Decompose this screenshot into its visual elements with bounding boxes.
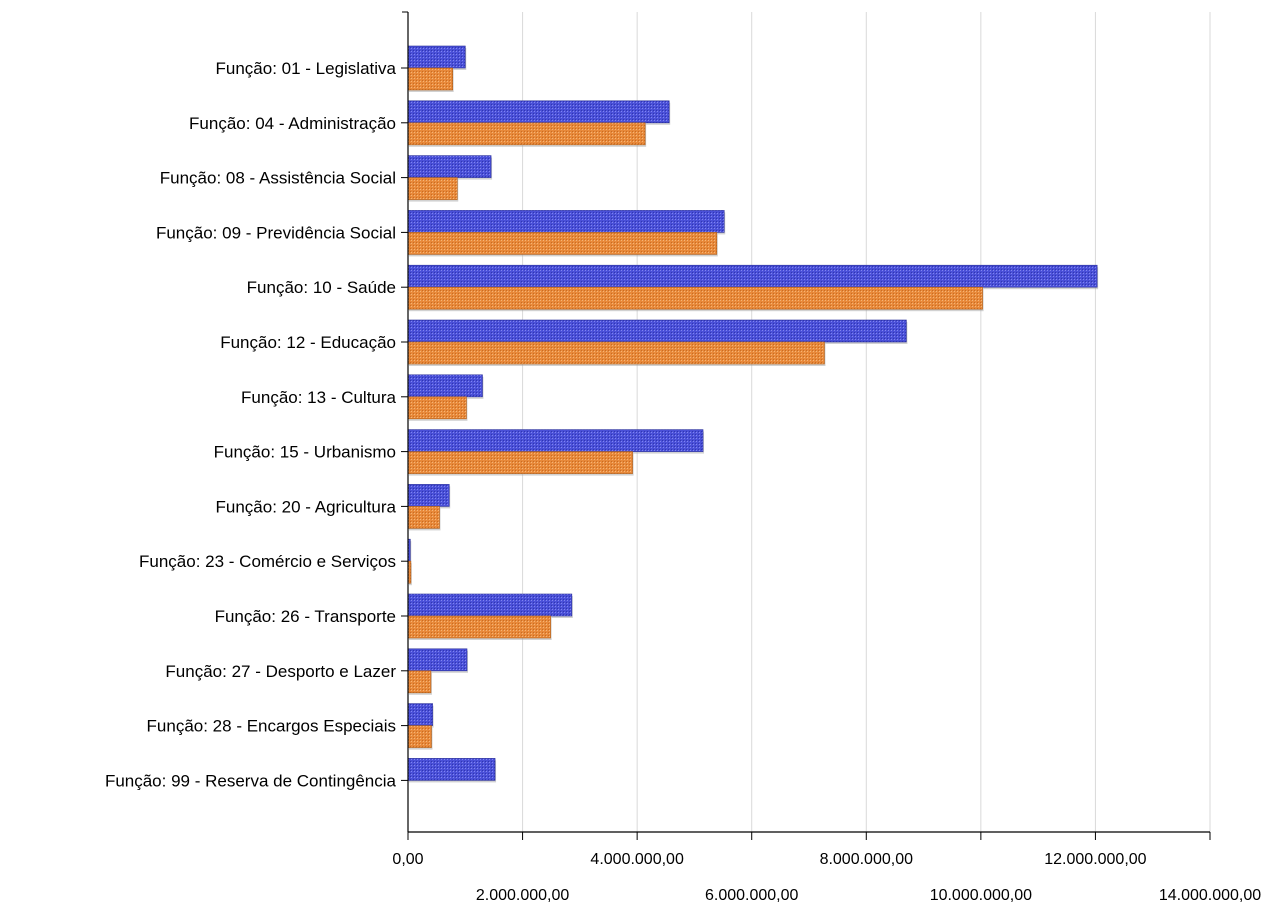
x-tick-label: 12.000.000,00 (1044, 851, 1146, 868)
x-tick-label: 6.000.000,00 (705, 887, 799, 904)
category-label: Função: 04 - Administração (189, 114, 396, 133)
bar-series1 (407, 264, 1098, 288)
x-tick-label: 2.000.000,00 (476, 887, 570, 904)
category-label: Função: 12 - Educação (220, 333, 396, 352)
category-label: Função: 10 - Saúde (247, 278, 396, 297)
x-tick-label: 4.000.000,00 (590, 851, 684, 868)
x-tick-label: 8.000.000,00 (820, 851, 914, 868)
category-label: Função: 28 - Encargos Especiais (147, 717, 396, 736)
gridlines (522, 12, 1211, 832)
bar-series2 (407, 396, 467, 420)
category-labels: Função: 01 - Legislativa Função: 04 - Adm… (105, 59, 397, 790)
bar-series2 (407, 725, 432, 748)
bars (407, 45, 1099, 783)
bar-series1 (407, 374, 483, 398)
category-label: Função: 15 - Urbanismo (214, 443, 396, 462)
bar-series2 (407, 451, 633, 474)
bar-series1 (407, 593, 573, 617)
category-label: Função: 13 - Cultura (241, 388, 397, 407)
bar-series1 (407, 45, 466, 69)
bar-series1 (407, 429, 704, 452)
category-label: Função: 20 - Agricultura (216, 497, 397, 516)
bar-series2 (407, 506, 440, 529)
axes (401, 11, 1211, 840)
bar-series2 (407, 232, 718, 255)
x-tick-labels: 0,00 2.000.000,00 4.000.000,00 6.000.000,00… (392, 851, 1261, 904)
bar-series2 (407, 670, 432, 694)
bar-series1 (407, 703, 433, 726)
bar-series2 (407, 341, 825, 365)
category-label: Função: 08 - Assistência Social (160, 169, 396, 188)
bar-series1 (407, 100, 670, 124)
category-label: Função: 01 - Legislativa (216, 59, 397, 78)
bar-series1 (407, 758, 496, 781)
bar-series1 (407, 155, 492, 178)
category-label: Função: 26 - Transporte (215, 607, 396, 626)
bar-series2 (407, 286, 983, 310)
bar-series2 (407, 67, 453, 91)
category-label: Função: 23 - Comércio e Serviços (139, 552, 396, 571)
bar-series1 (407, 319, 907, 343)
bar-series1 (407, 484, 450, 507)
bar-series2 (407, 122, 646, 146)
bar-series2 (407, 615, 551, 639)
category-label: Função: 09 - Previdência Social (156, 223, 396, 242)
x-tick-label: 14.000.000,00 (1159, 887, 1261, 904)
bar-series1 (407, 648, 468, 672)
x-tick-label: 0,00 (392, 851, 423, 868)
category-label: Função: 99 - Reserva de Contingência (105, 771, 397, 790)
bar-series1 (407, 210, 725, 233)
bar-series2 (407, 177, 458, 200)
x-tick-label: 10.000.000,00 (930, 887, 1032, 904)
category-label: Função: 27 - Desporto e Lazer (165, 662, 396, 681)
